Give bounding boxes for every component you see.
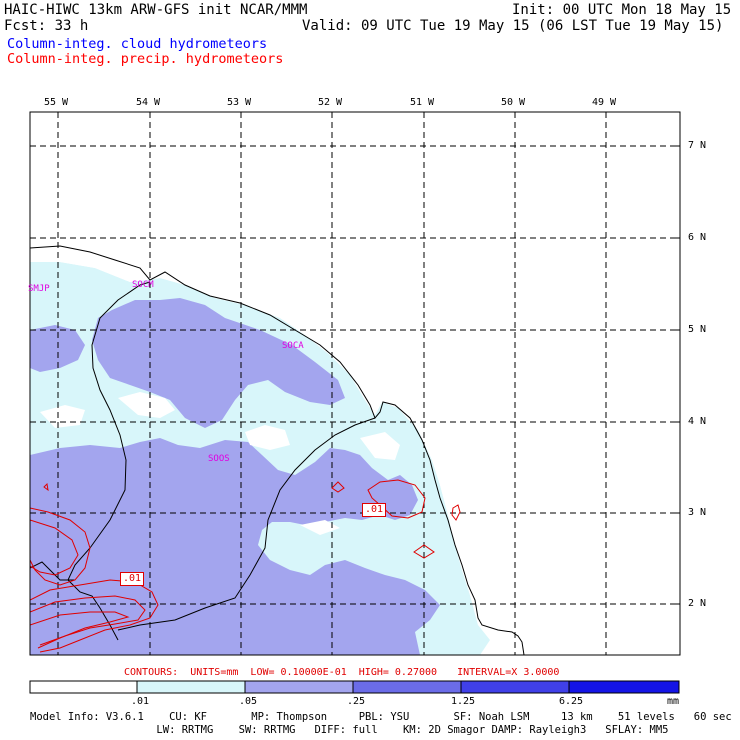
lon-label: 53 W <box>227 97 252 108</box>
precip-contours <box>30 479 461 653</box>
station-label: SOCM <box>132 280 154 290</box>
ocean-area <box>30 112 680 655</box>
border-guyana-suriname <box>67 281 151 641</box>
station-label: SOOS <box>208 454 230 464</box>
lon-label: 49 W <box>592 97 617 108</box>
contours-low: LOW= 0.10000E-01 <box>250 667 347 678</box>
lon-label: 52 W <box>318 97 343 108</box>
clear-gap <box>300 520 340 535</box>
precip-contour <box>30 507 91 586</box>
legend-precip: Column-integ. precip. hydrometeors <box>7 51 284 67</box>
colorbar-bin-3 <box>352 680 462 694</box>
contour-label: .01 <box>362 503 387 517</box>
precip-contour <box>30 579 159 653</box>
colorbar <box>29 680 680 694</box>
plot-frame <box>29 111 681 656</box>
precip-contour <box>331 481 345 493</box>
colorbar-tick: .01 <box>131 696 150 707</box>
precip-contour <box>43 482 49 492</box>
lat-label: 4 N <box>688 416 707 427</box>
lon-label: 51 W <box>410 97 435 108</box>
colorbar-bin-4 <box>460 680 570 694</box>
colorbar-bin-1 <box>136 680 246 694</box>
station-label: SMJP <box>28 284 50 294</box>
contour-label: .01 <box>120 572 145 586</box>
clear-gap <box>245 425 290 450</box>
clear-gap <box>118 392 175 418</box>
cloud-fill-medium <box>30 325 85 372</box>
model-info-line2: LW: RRTMG SW: RRTMG DIFF: full KM: 2D Sm… <box>30 724 669 736</box>
contours-info: CONTOURS: UNITS=mm LOW= 0.10000E-01 HIGH… <box>124 667 559 678</box>
colorbar-bin-0 <box>29 680 138 694</box>
station-label: SOCA <box>282 341 304 351</box>
colorbar-bin-2 <box>244 680 354 694</box>
border-south <box>30 561 75 581</box>
precip-contour <box>413 544 435 559</box>
lat-label: 3 N <box>688 507 707 518</box>
lat-label: 5 N <box>688 324 707 335</box>
init-time: Init: 00 UTC Mon 18 May 15 <box>512 2 732 18</box>
graticule <box>30 112 680 655</box>
valid-time: Valid: 09 UTC Tue 19 May 15 (06 LST Tue … <box>302 18 724 34</box>
precip-contour <box>30 519 79 576</box>
contours-title: CONTOURS: <box>124 667 179 678</box>
coastline <box>30 245 525 655</box>
precip-contour <box>30 611 130 649</box>
title-line: HAIC-HIWC 13km ARW-GFS init NCAR/MMM <box>4 2 308 18</box>
model-info-line1: Model Info: V3.6.1 CU: KF MP: Thompson P… <box>30 711 732 723</box>
colorbar-tick: .25 <box>347 696 366 707</box>
colorbar-tick: 6.25 <box>559 696 584 707</box>
precip-contour <box>367 479 426 519</box>
precip-contour <box>451 504 461 521</box>
lat-label: 7 N <box>688 140 707 151</box>
contours-interval: INTERVAL=X 3.0000 <box>457 667 560 678</box>
lon-label: 55 W <box>44 97 69 108</box>
axis-ticks <box>57 112 680 605</box>
colorbar-tick: 1.25 <box>451 696 476 707</box>
colorbar-tick: .05 <box>239 696 258 707</box>
clear-gap <box>360 432 400 460</box>
lon-label: 54 W <box>136 97 161 108</box>
forecast-hour: Fcst: 33 h <box>4 18 89 34</box>
colorbar-bin-5 <box>568 680 680 694</box>
lat-label: 2 N <box>688 598 707 609</box>
lon-label: 50 W <box>501 97 526 108</box>
precip-contour <box>30 595 146 646</box>
legend-cloud: Column-integ. cloud hydrometeors <box>7 36 268 52</box>
lat-label: 6 N <box>688 232 707 243</box>
contours-units: UNITS=mm <box>190 667 239 678</box>
contours-high: HIGH= 0.27000 <box>358 667 438 678</box>
colorbar-unit: mm <box>667 696 680 707</box>
